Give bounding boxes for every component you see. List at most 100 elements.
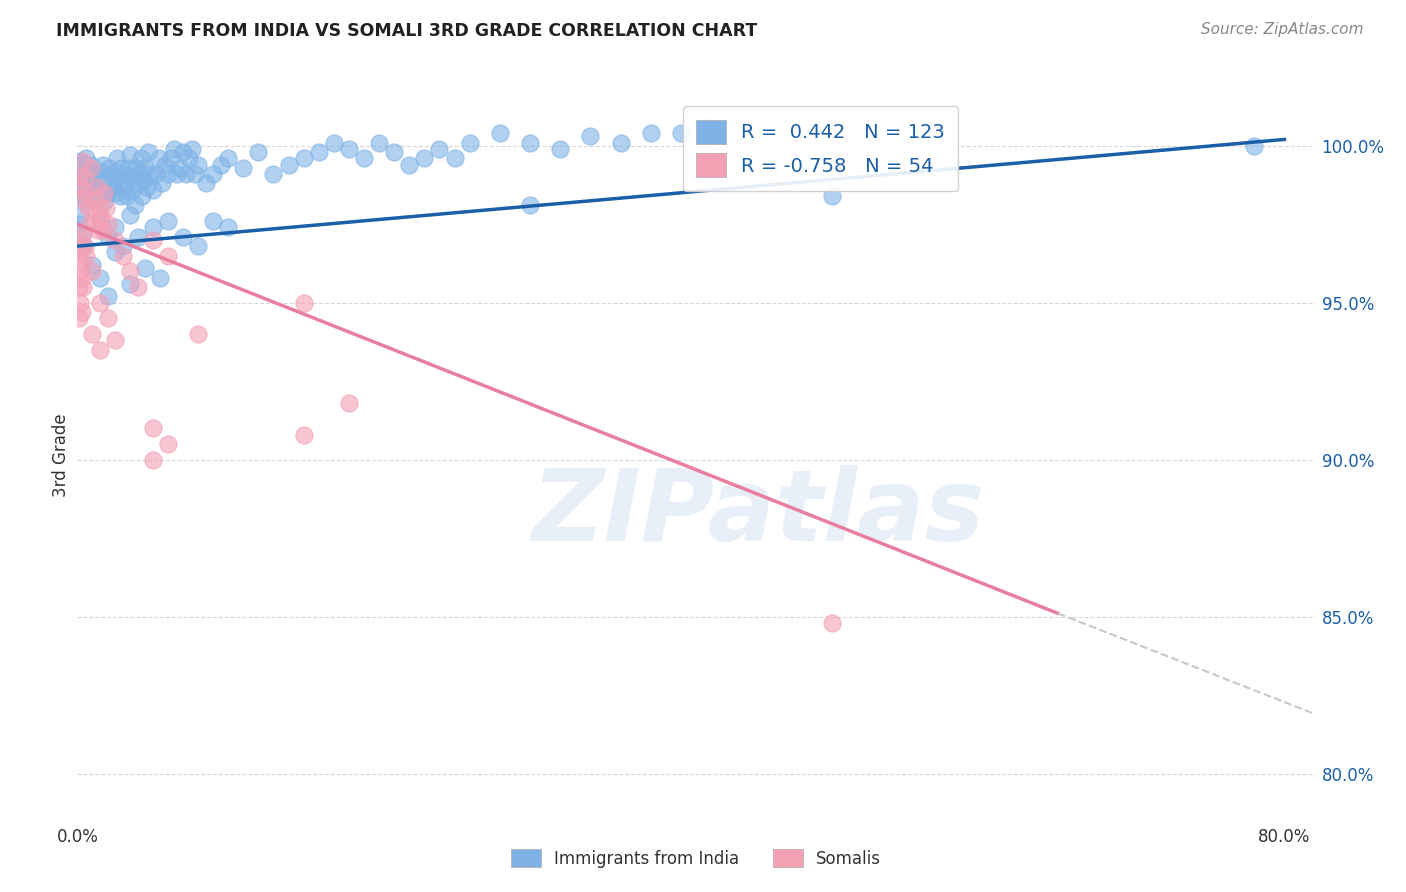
Point [104,233,127,247]
Point [187,157,209,171]
Point [134,161,156,175]
Point [111,177,134,191]
Point [149,270,172,285]
Point [70,270,93,285]
Point [69,208,91,222]
Point [458,136,481,150]
Point [89,214,111,228]
Point [187,239,209,253]
Point [153,157,176,171]
Point [579,129,602,144]
Point [100,177,122,191]
Point [150,177,173,191]
Point [337,142,360,156]
Point [84,192,107,206]
Point [91,157,114,171]
Point [72,239,94,253]
Point [73,239,96,253]
Point [72,227,94,241]
Point [89,270,111,285]
Point [86,179,108,194]
Point [69,179,91,194]
Point [96,217,118,231]
Point [353,151,375,165]
Point [83,189,105,203]
Point [75,186,97,200]
Text: ZIPatlas: ZIPatlas [531,465,984,562]
Point [121,170,143,185]
Point [136,145,159,159]
Text: Source: ZipAtlas.com: Source: ZipAtlas.com [1201,22,1364,37]
Point [277,157,299,171]
Point [77,170,100,185]
Point [398,157,420,171]
Point [93,186,115,200]
Point [84,167,107,181]
Legend: Immigrants from India, Somalis: Immigrants from India, Somalis [505,842,887,874]
Point [821,615,844,630]
Point [166,167,188,181]
Point [72,167,94,181]
Point [72,280,94,294]
Point [139,167,162,181]
Point [429,142,451,156]
Point [127,280,149,294]
Point [202,214,225,228]
Point [104,220,127,235]
Point [194,177,217,191]
Point [519,198,541,212]
Point [368,136,391,150]
Point [217,151,239,165]
Point [169,161,191,175]
Point [128,167,150,181]
Point [110,161,132,175]
Point [105,151,128,165]
Point [80,157,103,171]
Point [70,305,93,319]
Point [96,186,118,200]
Point [69,157,91,171]
Point [120,208,142,222]
Point [142,220,165,235]
Point [181,142,204,156]
Point [86,179,108,194]
Point [77,202,100,216]
Point [83,217,105,231]
Point [75,151,97,165]
Point [96,311,118,326]
Point [73,164,96,178]
Point [174,167,197,181]
Point [67,170,90,185]
Point [163,142,186,156]
Point [292,427,315,442]
Point [70,227,93,241]
Point [90,211,112,225]
Point [70,177,93,191]
Point [209,157,232,171]
Y-axis label: 3rd Grade: 3rd Grade [52,413,70,497]
Text: IMMIGRANTS FROM INDIA VS SOMALI 3RD GRADE CORRELATION CHART: IMMIGRANTS FROM INDIA VS SOMALI 3RD GRAD… [56,22,758,40]
Point [98,161,121,175]
Point [322,136,344,150]
Point [120,277,142,291]
Point [82,258,104,272]
Point [114,183,136,197]
Point [187,327,209,342]
Point [443,151,465,165]
Point [145,167,167,181]
Point [142,452,165,467]
Point [107,170,129,185]
Point [160,151,183,165]
Point [104,245,127,260]
Point [77,189,100,203]
Point [82,202,104,216]
Point [87,192,110,206]
Point [120,264,142,278]
Point [67,280,90,294]
Point [89,295,111,310]
Point [91,223,114,237]
Point [111,249,134,263]
Point [94,170,117,185]
Point [93,195,115,210]
Point [127,177,149,191]
